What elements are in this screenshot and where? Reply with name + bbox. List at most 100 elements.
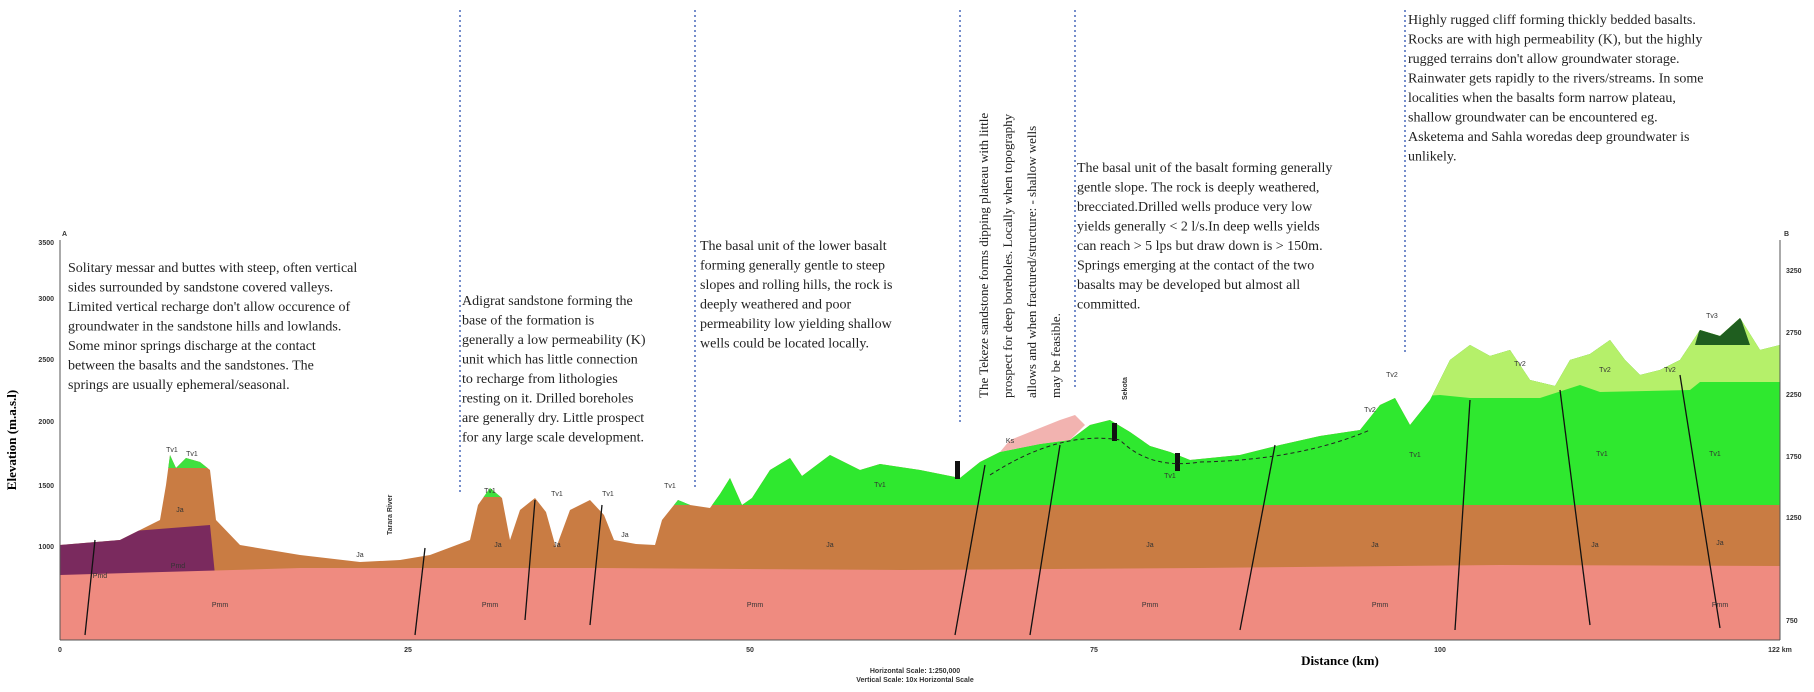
- annotation-line: The basal unit of the lower basalt: [700, 239, 887, 254]
- annotation-line: base of the formation is: [462, 314, 594, 329]
- annotation-line: Limited vertical recharge don't allow oc…: [68, 300, 350, 315]
- formation-label: Tv1: [1596, 451, 1608, 458]
- scale-note: Vertical Scale: 10x Horizontal Scale: [856, 677, 974, 684]
- formation-label: Pmd: [171, 563, 186, 570]
- annotation-line: The Tekeze sandstone forms dipping plate…: [976, 113, 991, 398]
- annotation: Highly rugged cliff forming thickly bedd…: [1408, 13, 1703, 165]
- annotation-line: Rainwater gets rapidly to the rivers/str…: [1408, 72, 1703, 87]
- formation-label: Tv2: [1386, 372, 1398, 379]
- annotation-line: springs are usually ephemeral/seasonal.: [68, 378, 290, 393]
- annotation-line: Highly rugged cliff forming thickly bedd…: [1408, 13, 1696, 28]
- y2-tick-label: 3250: [1786, 268, 1802, 275]
- annotation-line: may be feasible.: [1048, 313, 1063, 398]
- formation-label: Ja: [176, 507, 184, 514]
- formation-label: Tv1: [602, 491, 614, 498]
- formation-label: Tv1: [1164, 473, 1176, 480]
- formation-label: Ja: [621, 532, 629, 539]
- formation-label: Pmm: [747, 602, 764, 609]
- annotation-line: Asketema and Sahla woredas deep groundwa…: [1408, 130, 1689, 145]
- formation-label: Tv2: [1599, 367, 1611, 374]
- formation-label: Ja: [494, 542, 502, 549]
- y2-tick-label: 1750: [1786, 454, 1802, 461]
- y-tick-label: 3000: [38, 296, 54, 303]
- y-axis-label: Elevation (m.a.s.l): [4, 390, 19, 490]
- formation-label: Tv1: [551, 491, 563, 498]
- formation-label: Ks: [1006, 438, 1015, 445]
- formation-label: Tv1: [664, 483, 676, 490]
- y2-tick-label: 1250: [1786, 515, 1802, 522]
- y-tick-label: 2000: [38, 419, 54, 426]
- annotation-line: allows and when fractured/structure: - s…: [1024, 126, 1039, 398]
- annotation-line: generally a low permeability (K): [462, 333, 646, 348]
- formation-label: Tv1: [1709, 451, 1721, 458]
- formation-label: Pmm: [1142, 602, 1159, 609]
- section-end: B: [1784, 231, 1789, 238]
- y2-tick-label: 2750: [1786, 330, 1802, 337]
- formation-label: Ja: [1716, 540, 1724, 547]
- annotation-line: for any large scale development.: [462, 431, 644, 446]
- formation-label: Pmm: [482, 602, 499, 609]
- y2-tick-label: 2250: [1786, 392, 1802, 399]
- annotation: The Tekeze sandstone forms dipping plate…: [976, 113, 1063, 398]
- y-tick-label: 1500: [38, 483, 54, 490]
- y2-tick-label: 750: [1786, 618, 1798, 625]
- annotation-line: can reach > 5 lps but draw down is > 150…: [1077, 239, 1323, 254]
- annotation-line: rugged terrains don't allow groundwater …: [1408, 52, 1680, 67]
- formation-label: Tv1: [186, 451, 198, 458]
- formation-label: Ja: [1146, 542, 1154, 549]
- annotation-line: The basal unit of the basalt forming gen…: [1077, 161, 1332, 176]
- annotation-line: yields generally < 2 l/s.In deep wells y…: [1077, 220, 1320, 235]
- formation-label: Tv1: [1409, 452, 1421, 459]
- annotation-line: Rocks are with high permeability (K), bu…: [1408, 33, 1702, 48]
- y-tick-label: 3500: [38, 240, 54, 247]
- formation-label: Ja: [826, 542, 834, 549]
- annotation: Adigrat sandstone forming thebase of the…: [462, 294, 646, 446]
- x-tick-label: 75: [1090, 647, 1098, 654]
- annotation-line: wells could be located locally.: [700, 337, 869, 352]
- formation-label: Ja: [1591, 542, 1599, 549]
- annotation-line: to recharge from lithologies: [462, 372, 618, 387]
- formation-label: Tv3: [1706, 313, 1718, 320]
- x-tick-label: 122 km: [1768, 647, 1792, 654]
- formation-label: Tv2: [1514, 361, 1526, 368]
- formation-label: Pmd: [93, 573, 108, 580]
- formation-label: Ja: [356, 552, 364, 559]
- annotation-line: brecciated.Drilled wells produce very lo…: [1077, 200, 1313, 215]
- annotation-line: unlikely.: [1408, 150, 1456, 165]
- annotation-line: prospect for deep boreholes. Locally whe…: [1000, 113, 1015, 398]
- annotation-line: gentle slope. The rock is deeply weather…: [1077, 181, 1319, 196]
- formation-label: Tv1: [166, 447, 178, 454]
- annotation-line: shallow groundwater can be encountered e…: [1408, 111, 1658, 126]
- formation-label: Pmm: [212, 602, 229, 609]
- y-tick-label: 2500: [38, 357, 54, 364]
- annotation: Solitary messar and buttes with steep, o…: [68, 261, 357, 393]
- formation-label: Pmm: [1712, 602, 1729, 609]
- annotation-line: deeply weathered and poor: [700, 298, 852, 313]
- y-tick-label: 1000: [38, 544, 54, 551]
- annotation-line: sides surrounded by sandstone covered va…: [68, 281, 333, 296]
- formation-label: Tv1: [874, 482, 886, 489]
- annotation-line: forming generally gentle to steep: [700, 259, 885, 274]
- annotation: The basal unit of the basalt forming gen…: [1077, 161, 1332, 313]
- place-label: Sekota: [1122, 377, 1129, 400]
- annotation-line: localities when the basalts form narrow …: [1408, 91, 1676, 106]
- x-axis-label: Distance (km): [1301, 653, 1379, 668]
- scale-note: Horizontal Scale: 1:250,000: [870, 668, 960, 675]
- annotation-line: groundwater in the sandstone hills and l…: [68, 320, 341, 335]
- x-tick-label: 25: [404, 647, 412, 654]
- annotation-line: between the basalts and the sandstones. …: [68, 359, 314, 374]
- x-tick-label: 100: [1434, 647, 1446, 654]
- annotation-line: permeability low yielding shallow: [700, 317, 893, 332]
- annotation-line: Springs emerging at the contact of the t…: [1077, 259, 1314, 274]
- annotation-line: resting on it. Drilled boreholes: [462, 392, 633, 407]
- formation-label: Tv2: [1664, 367, 1676, 374]
- formation-label: Tv1: [484, 488, 496, 495]
- annotation-line: slopes and rolling hills, the rock is: [700, 278, 892, 293]
- cross-section: Elevation (m.a.s.l) Distance (km) A B 35…: [0, 0, 1814, 692]
- annotation-line: are generally dry. Little prospect: [462, 411, 644, 426]
- annotation-line: Some minor springs discharge at the cont…: [68, 339, 316, 354]
- formation-label: Ja: [553, 542, 561, 549]
- annotation-line: basalts may be developed but almost all: [1077, 278, 1300, 293]
- x-tick-label: 50: [746, 647, 754, 654]
- formation-label: Pmm: [1372, 602, 1389, 609]
